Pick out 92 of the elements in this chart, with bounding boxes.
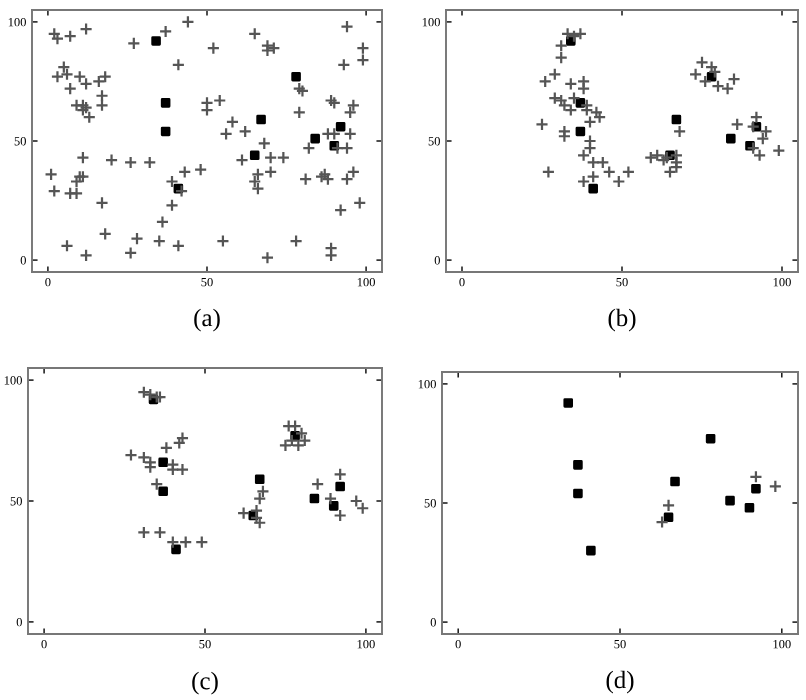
- point: [695, 55, 709, 70]
- point: [254, 474, 265, 485]
- text: (a): [194, 308, 220, 332]
- point: [171, 544, 181, 555]
- point: [705, 433, 716, 444]
- point: [333, 467, 347, 482]
- point: [158, 457, 168, 468]
- point: [253, 491, 267, 506]
- point: [759, 124, 773, 139]
- point: [768, 479, 783, 493]
- point: [356, 501, 370, 515]
- point: [573, 27, 588, 41]
- point: [309, 493, 320, 504]
- point: [124, 448, 138, 462]
- point: [158, 486, 168, 497]
- point: [655, 515, 669, 529]
- point: [282, 419, 296, 433]
- point: [335, 481, 345, 492]
- point: [249, 504, 264, 518]
- point: [671, 114, 682, 125]
- point: [554, 39, 568, 53]
- point: [349, 494, 363, 508]
- text: (c): [192, 671, 218, 695]
- point: [541, 165, 556, 179]
- point: [298, 433, 312, 448]
- point: [328, 501, 339, 511]
- point: [744, 502, 755, 513]
- point: [661, 498, 676, 513]
- point: [175, 462, 190, 477]
- point: [160, 126, 171, 137]
- point: [143, 387, 157, 402]
- point: [576, 148, 591, 162]
- point: [573, 488, 583, 499]
- point: [554, 50, 568, 65]
- point: [672, 124, 687, 139]
- point: [560, 27, 575, 41]
- point: [575, 126, 586, 137]
- point: [333, 508, 347, 523]
- point: [151, 36, 161, 46]
- point: [573, 460, 583, 470]
- point: [751, 483, 761, 494]
- text: (b): [608, 308, 636, 332]
- point: [137, 450, 151, 465]
- point: [256, 114, 266, 125]
- point: [150, 477, 164, 491]
- point: [725, 495, 735, 506]
- point: [730, 117, 744, 131]
- point: [159, 441, 174, 455]
- point: [563, 398, 574, 408]
- point: [602, 165, 616, 179]
- point: [288, 419, 302, 433]
- point: [688, 67, 703, 81]
- point: [567, 29, 581, 43]
- point: [586, 155, 600, 170]
- point: [663, 512, 674, 523]
- point: [137, 525, 151, 540]
- point: [711, 79, 725, 93]
- point: [749, 470, 763, 484]
- point: [179, 535, 193, 549]
- point: [752, 148, 767, 162]
- point: [588, 183, 598, 194]
- point: [249, 150, 260, 161]
- point: [278, 438, 293, 453]
- point: [583, 134, 597, 148]
- point: [726, 133, 736, 144]
- point: [160, 98, 171, 108]
- point: [166, 535, 180, 549]
- point: [583, 141, 597, 155]
- point: [576, 74, 591, 89]
- point: [586, 545, 596, 556]
- point: [291, 71, 301, 82]
- point: [323, 491, 338, 506]
- point: [310, 477, 325, 491]
- point: [310, 133, 320, 144]
- point: [650, 148, 664, 162]
- point: [596, 155, 610, 170]
- point: [644, 151, 658, 165]
- point: [137, 385, 151, 399]
- point: [564, 77, 578, 91]
- point: [535, 117, 549, 131]
- point: [291, 438, 305, 453]
- point: [249, 511, 264, 525]
- point: [564, 103, 578, 117]
- point: [195, 535, 209, 549]
- point: [236, 506, 251, 520]
- point: [670, 476, 680, 487]
- point: [153, 525, 167, 540]
- point: [256, 484, 270, 498]
- point: [772, 143, 786, 158]
- point: [548, 91, 562, 105]
- point: [335, 121, 346, 132]
- text: (d): [606, 670, 634, 694]
